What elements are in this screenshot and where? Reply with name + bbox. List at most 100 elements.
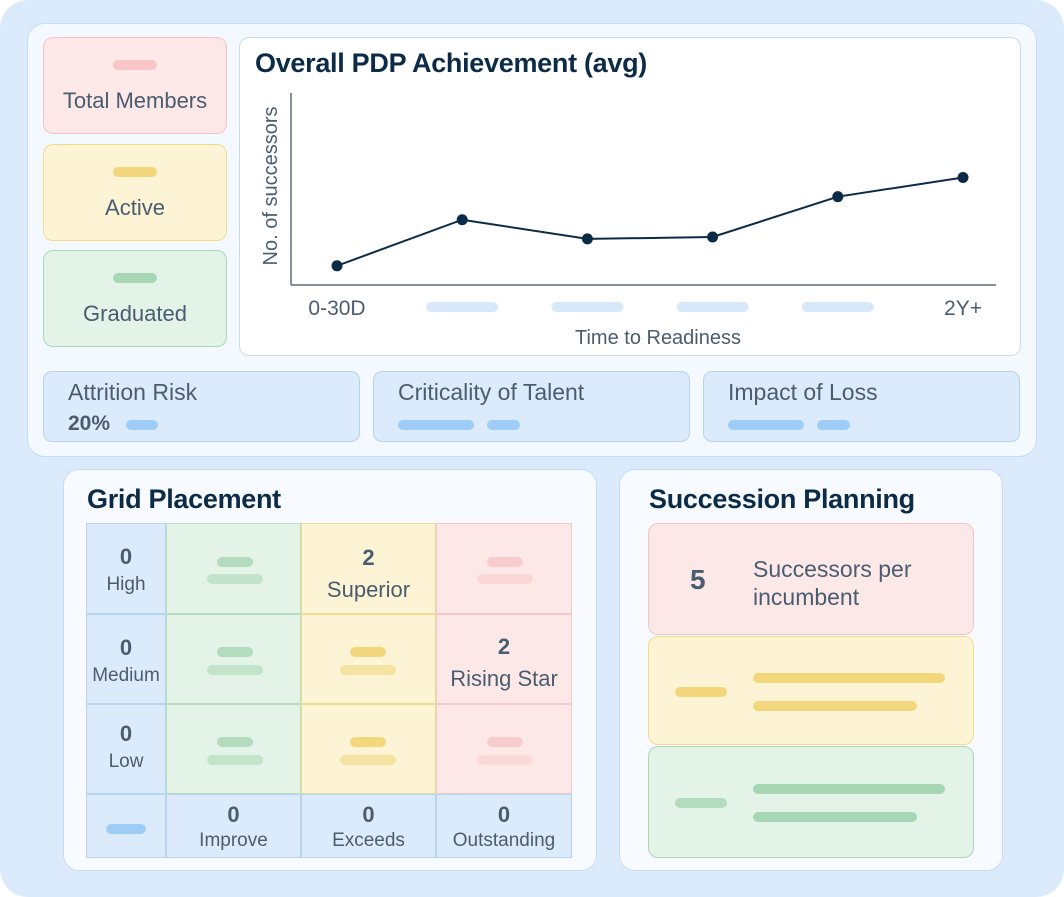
superior-label: Superior: [326, 577, 411, 602]
metric-bar-placeholder: [487, 420, 520, 430]
stat-active[interactable]: Active: [43, 144, 227, 241]
y-axis-label: No. of successors: [260, 107, 282, 266]
successors-label: Successors per incumbent: [753, 556, 912, 610]
x-tick-placeholder: [801, 302, 874, 312]
placeholder-bar: [207, 665, 263, 675]
corner-cell: [86, 794, 166, 858]
placeholder-bar: [753, 673, 945, 683]
grid-cell-high-outstanding[interactable]: [436, 523, 572, 614]
row-header-low[interactable]: 0 Low: [86, 704, 166, 794]
stat-label: Total Members: [62, 88, 208, 113]
stat-label: Active: [105, 195, 165, 220]
superior-count: 2: [362, 545, 375, 570]
metric-bar-placeholder: [817, 420, 850, 430]
placeholder-bar: [753, 812, 917, 822]
col-label: Exceeds: [332, 830, 405, 851]
placeholder-bar: [477, 574, 533, 584]
metric-criticality-of-talent[interactable]: Criticality of Talent: [373, 371, 690, 442]
col-label: Outstanding: [452, 830, 556, 851]
row-count: 0: [119, 544, 133, 569]
x-tick-label: 2Y+: [944, 297, 982, 320]
line-chart: No. of successors Time to Readiness 0-30D 2…: [260, 93, 996, 349]
stat-total-members[interactable]: Total Members: [43, 37, 227, 134]
data-point: [957, 171, 969, 183]
rising-star-label: Rising Star: [450, 666, 558, 691]
data-point: [581, 233, 593, 245]
row-count: 0: [119, 635, 133, 660]
placeholder-bar: [675, 798, 727, 808]
stat-label: Graduated: [83, 301, 187, 326]
grid-cell-low-outstanding[interactable]: [436, 704, 572, 794]
stat-graduated[interactable]: Graduated: [43, 250, 227, 347]
pdp-achievement-chart-card: No. of successors Time to Readiness 0-30D 2…: [239, 37, 1021, 356]
x-tick-placeholder: [676, 302, 749, 312]
metric-bar-placeholder: [728, 420, 804, 430]
row-label: Low: [108, 751, 144, 772]
metric-label: Attrition Risk: [68, 379, 198, 405]
placeholder-bar: [487, 737, 523, 747]
metric-label: Impact of Loss: [728, 379, 878, 405]
metric-bar-placeholder: [398, 420, 474, 430]
x-axis-label: Time to Readiness: [575, 327, 741, 349]
placeholder-bar: [753, 784, 945, 794]
placeholder-bar: [217, 647, 253, 657]
metric-attrition-risk[interactable]: Attrition Risk 20%: [43, 371, 360, 442]
succession-planning-title: Succession Planning: [649, 484, 915, 514]
metric-value: 20%: [68, 412, 111, 435]
metric-label: Criticality of Talent: [398, 379, 585, 405]
nine-box-grid: 0 High 0 Medium 0 Low 0 Improve 2 Superi…: [86, 523, 572, 858]
data-point: [707, 231, 719, 243]
col-count: 0: [362, 802, 375, 827]
col-label: Improve: [199, 830, 268, 851]
successors-count: 5: [690, 564, 706, 595]
placeholder-bar: [350, 647, 386, 657]
placeholder-bar: [477, 755, 533, 765]
row-header-high[interactable]: 0 High: [86, 523, 166, 614]
placeholder-bar: [675, 687, 727, 697]
placeholder-bar: [207, 574, 263, 584]
placeholder-bar: [106, 824, 146, 834]
placeholder-bar: [350, 737, 386, 747]
chart-title: Overall PDP Achievement (avg): [255, 48, 647, 78]
metric-bar-placeholder: [126, 420, 158, 430]
grid-cell-low-improve[interactable]: [166, 704, 301, 794]
stat-value-placeholder: [113, 60, 157, 70]
placeholder-bar: [753, 701, 917, 711]
grid-cell-high-improve[interactable]: [166, 523, 301, 614]
rising-star-count: 2: [497, 634, 511, 659]
data-point: [456, 214, 468, 226]
col-header-improve[interactable]: 0 Improve: [166, 794, 301, 858]
x-tick-placeholder: [426, 302, 499, 312]
series-line: [336, 176, 964, 267]
grid-placement-title: Grid Placement: [87, 484, 281, 514]
placeholder-bar: [487, 557, 523, 567]
col-header-exceeds[interactable]: 0 Exceeds: [301, 794, 436, 858]
placeholder-bar: [217, 557, 253, 567]
grid-cell-medium-exceeds[interactable]: [301, 614, 436, 704]
placeholder-bar: [340, 665, 396, 675]
col-header-outstanding[interactable]: 0 Outstanding: [436, 794, 572, 858]
grid-cell-rising-star[interactable]: 2 Rising Star: [436, 614, 572, 704]
placeholder-bar: [340, 755, 396, 765]
grid-cell-superior[interactable]: 2 Superior: [301, 523, 436, 614]
successors-per-incumbent-row[interactable]: 5 Successors per incumbent: [648, 523, 974, 635]
row-count: 0: [119, 721, 133, 746]
succession-row-placeholder[interactable]: [648, 636, 974, 745]
grid-cell-medium-improve[interactable]: [166, 614, 301, 704]
row-header-medium[interactable]: 0 Medium: [86, 614, 166, 704]
col-count: 0: [227, 802, 240, 827]
grid-cell-low-exceeds[interactable]: [301, 704, 436, 794]
data-point: [331, 260, 343, 272]
stat-value-placeholder: [113, 167, 157, 177]
stat-value-placeholder: [113, 273, 157, 283]
col-count: 0: [497, 802, 511, 827]
succession-row-placeholder[interactable]: [648, 746, 974, 858]
placeholder-bar: [217, 737, 253, 747]
row-label: Medium: [92, 665, 160, 686]
x-tick-label: 0-30D: [308, 297, 365, 320]
metric-impact-of-loss[interactable]: Impact of Loss: [703, 371, 1020, 442]
placeholder-bar: [207, 755, 263, 765]
data-point: [832, 191, 844, 203]
x-tick-placeholder: [551, 302, 624, 312]
row-label: High: [106, 574, 146, 595]
